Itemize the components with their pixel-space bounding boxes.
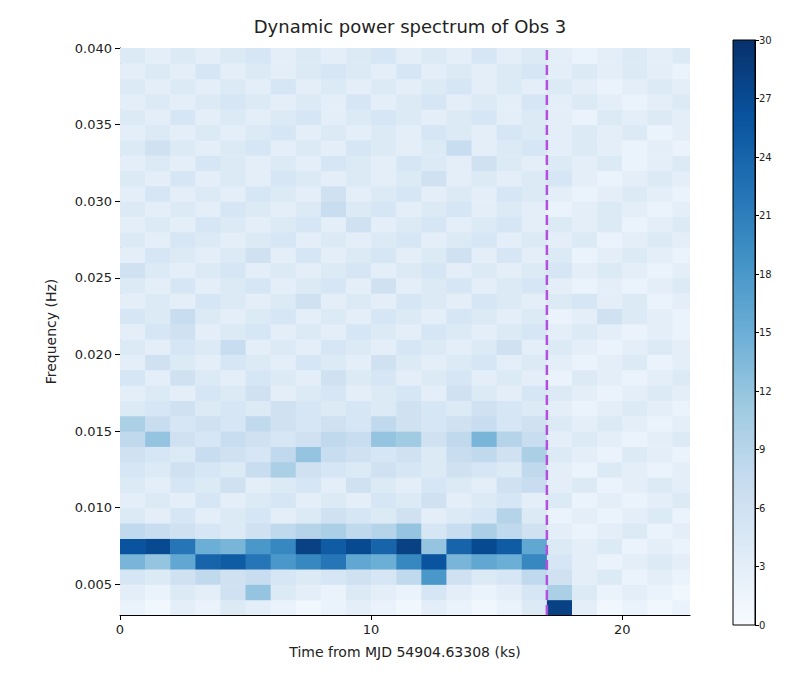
svg-text:0.020: 0.020 bbox=[75, 347, 112, 362]
svg-text:12: 12 bbox=[759, 386, 772, 397]
svg-text:18: 18 bbox=[759, 269, 772, 280]
svg-text:9: 9 bbox=[759, 444, 765, 455]
svg-text:0.010: 0.010 bbox=[75, 500, 112, 515]
svg-text:30: 30 bbox=[759, 35, 772, 46]
svg-text:24: 24 bbox=[759, 152, 772, 163]
svg-text:27: 27 bbox=[759, 93, 772, 104]
svg-text:0: 0 bbox=[116, 622, 124, 637]
svg-text:20: 20 bbox=[614, 622, 631, 637]
svg-text:21: 21 bbox=[759, 210, 772, 221]
svg-text:15: 15 bbox=[759, 327, 772, 338]
svg-text:0.015: 0.015 bbox=[75, 424, 112, 439]
svg-text:0.005: 0.005 bbox=[75, 577, 112, 592]
svg-text:Time from MJD 54904.63308 (ks): Time from MJD 54904.63308 (ks) bbox=[288, 644, 520, 660]
svg-text:0.040: 0.040 bbox=[75, 41, 112, 56]
svg-text:Frequency (Hz): Frequency (Hz) bbox=[43, 279, 59, 385]
svg-text:6: 6 bbox=[759, 503, 765, 514]
svg-text:10: 10 bbox=[363, 622, 380, 637]
svg-text:0: 0 bbox=[759, 620, 765, 631]
svg-text:0.030: 0.030 bbox=[75, 194, 112, 209]
svg-text:0.025: 0.025 bbox=[75, 270, 112, 285]
svg-text:3: 3 bbox=[759, 561, 765, 572]
svg-text:Dynamic power spectrum of Obs: Dynamic power spectrum of Obs 3 bbox=[254, 16, 567, 37]
svg-text:0.035: 0.035 bbox=[75, 117, 112, 132]
